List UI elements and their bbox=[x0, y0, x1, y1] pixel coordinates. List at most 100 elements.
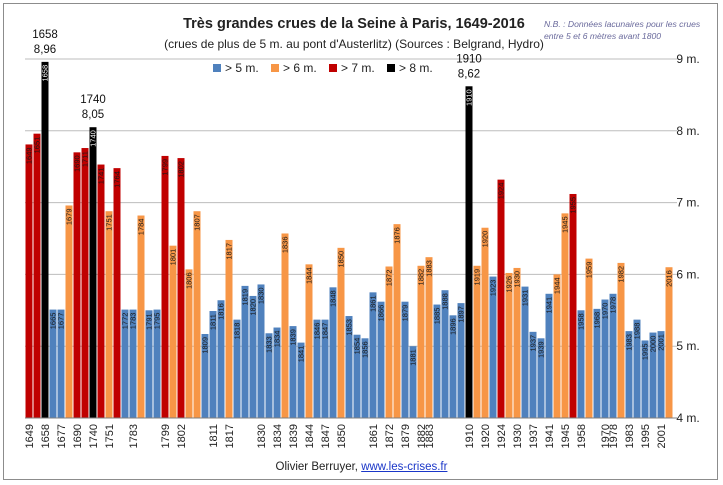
bar bbox=[57, 309, 65, 418]
bar bbox=[169, 245, 177, 418]
bar bbox=[209, 311, 217, 418]
bar bbox=[401, 301, 409, 418]
bar-year-label: 1970 bbox=[601, 303, 610, 320]
y-tick-label: 9 m. bbox=[676, 52, 699, 66]
bar-year-label: 1741 bbox=[97, 168, 106, 185]
x-tick-label: 1751 bbox=[104, 424, 116, 448]
x-tick-label: 1658 bbox=[40, 424, 52, 448]
bar bbox=[441, 290, 449, 418]
bar bbox=[409, 346, 417, 418]
bar bbox=[529, 331, 537, 418]
bar-year-label: 1795 bbox=[153, 313, 162, 330]
bar bbox=[225, 239, 233, 418]
x-tick-label: 1850 bbox=[336, 424, 348, 448]
bar-year-label: 1941 bbox=[545, 297, 554, 314]
bar-year-label: 1888 bbox=[441, 293, 450, 310]
bar bbox=[497, 179, 505, 418]
x-tick-label: 1978 bbox=[608, 424, 620, 448]
bar bbox=[49, 309, 57, 418]
bar bbox=[257, 284, 265, 418]
legend-label: > 6 m. bbox=[283, 61, 317, 75]
bar-year-label: 1820 bbox=[249, 299, 258, 316]
bar bbox=[345, 316, 353, 418]
x-tick-label: 1830 bbox=[256, 424, 268, 448]
bar-year-label: 1959 bbox=[585, 262, 594, 279]
x-tick-label: 1817 bbox=[224, 424, 236, 448]
bar-year-label: 1665 bbox=[49, 313, 58, 330]
bar bbox=[593, 308, 601, 418]
bar-year-label: 1944 bbox=[553, 277, 562, 294]
bar bbox=[81, 148, 89, 419]
bar bbox=[657, 331, 665, 418]
x-tick-label: 1740 bbox=[88, 424, 100, 448]
bar bbox=[601, 299, 609, 418]
bar bbox=[313, 319, 321, 418]
bar bbox=[193, 211, 201, 418]
x-tick-label: 1839 bbox=[288, 424, 300, 448]
bar-year-label: 1866 bbox=[377, 305, 386, 322]
bar-year-label: 1818 bbox=[233, 323, 242, 340]
bar-year-label: 1658 bbox=[41, 65, 50, 82]
bar-year-label: 1937 bbox=[529, 335, 538, 352]
footer: Olivier Berruyer, www.les-crises.fr bbox=[0, 461, 723, 473]
bar-year-label: 1791 bbox=[145, 313, 154, 330]
bar-year-label: 1958 bbox=[577, 313, 586, 330]
chart-subtitle: (crues de plus de 5 m. au pont d'Austerl… bbox=[164, 37, 544, 51]
bar-year-label: 1988 bbox=[633, 323, 642, 340]
bar-year-label: 1807 bbox=[193, 214, 202, 231]
x-tick-label: 1920 bbox=[480, 424, 492, 448]
bar bbox=[249, 295, 257, 418]
bar bbox=[425, 257, 433, 418]
bar-year-label: 1809 bbox=[201, 337, 210, 354]
bar-year-label: 1931 bbox=[521, 290, 530, 307]
bar-year-label: 2000 bbox=[649, 336, 658, 353]
bar-year-label: 1740 bbox=[89, 130, 98, 147]
bar-year-label: 1882 bbox=[417, 269, 426, 286]
y-tick-label: 5 m. bbox=[676, 339, 699, 353]
x-tick-label: 1872 bbox=[384, 424, 396, 448]
x-tick-label: 1690 bbox=[72, 424, 84, 448]
x-tick-label: 1802 bbox=[176, 424, 188, 448]
x-tick-label: 1811 bbox=[208, 424, 220, 448]
annotation-year: 1658 bbox=[32, 29, 58, 41]
bar-year-label: 1930 bbox=[513, 271, 522, 288]
legend-swatch bbox=[271, 64, 279, 72]
bar bbox=[465, 86, 473, 418]
x-tick-label: 1879 bbox=[400, 424, 412, 448]
legend-label: > 5 m. bbox=[225, 61, 259, 75]
bar bbox=[25, 144, 33, 418]
bar bbox=[185, 269, 193, 418]
x-tick-label: 1945 bbox=[560, 424, 572, 448]
bar-year-label: 1677 bbox=[57, 313, 66, 330]
chart-note: N.B. : Données lacunaires pour les crues… bbox=[544, 19, 701, 41]
x-tick-label: 1970 bbox=[600, 424, 612, 448]
x-tick-label: 1847 bbox=[320, 424, 332, 448]
bar bbox=[217, 300, 225, 418]
bar bbox=[417, 265, 425, 418]
bar bbox=[129, 309, 137, 418]
bar bbox=[457, 303, 465, 418]
x-tick-label: 1834 bbox=[272, 424, 284, 448]
x-tick-label: 1799 bbox=[160, 424, 172, 448]
bar bbox=[97, 164, 105, 418]
y-tick-label: 4 m. bbox=[676, 411, 699, 425]
x-tick-label: 1861 bbox=[368, 424, 380, 448]
bar bbox=[449, 315, 457, 418]
annotation-value: 8,96 bbox=[34, 44, 56, 56]
bar-year-label: 1876 bbox=[393, 227, 402, 244]
bar bbox=[577, 310, 585, 418]
bar bbox=[121, 309, 129, 418]
bar bbox=[609, 293, 617, 418]
bar-year-label: 1690 bbox=[73, 155, 82, 172]
bar bbox=[369, 292, 377, 418]
bar-year-label: 1968 bbox=[593, 312, 602, 329]
footer-link[interactable]: www.les-crises.fr bbox=[361, 461, 448, 473]
bar-year-label: 1847 bbox=[321, 323, 330, 340]
bar-year-label: 1799 bbox=[161, 159, 170, 176]
bar bbox=[145, 310, 153, 418]
bar-year-label: 1978 bbox=[609, 297, 618, 314]
bar-year-label: 1850 bbox=[337, 251, 346, 268]
annotation-year: 1910 bbox=[456, 53, 482, 65]
bar-year-label: 1816 bbox=[217, 303, 226, 320]
